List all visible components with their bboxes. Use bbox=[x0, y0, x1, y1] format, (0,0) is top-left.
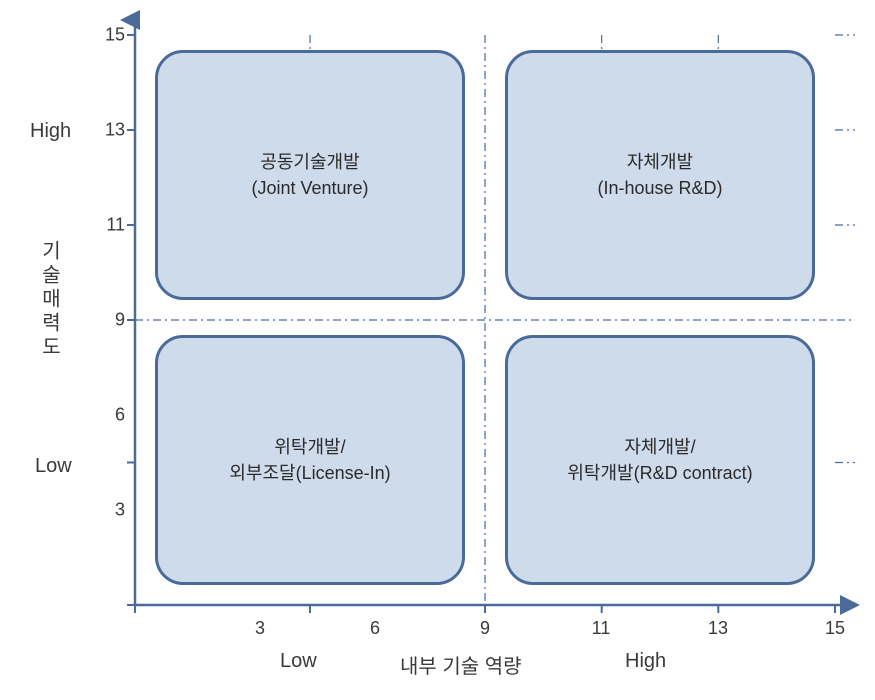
x-tick-label-6: 6 bbox=[370, 618, 380, 639]
y-high-label: High bbox=[30, 120, 71, 143]
x-low-label: Low bbox=[280, 650, 317, 673]
quadrant-top-left: 공동기술개발 (Joint Venture) bbox=[155, 50, 465, 300]
y-axis-title-text: 기술매력도 bbox=[35, 240, 63, 360]
y-tick-label-11: 11 bbox=[95, 215, 125, 236]
y-axis-title: 기술매력도 bbox=[35, 240, 59, 368]
y-tick-label-6: 6 bbox=[100, 405, 125, 426]
quad-label-line2: (Joint Venture) bbox=[251, 175, 368, 201]
quad-label-line1: 자체개발 bbox=[627, 149, 693, 175]
x-axis-title: 내부 기술 역량 bbox=[400, 650, 522, 679]
quad-label-line1: 공동기술개발 bbox=[260, 149, 359, 175]
y-low-label: Low bbox=[35, 455, 72, 478]
y-tick-label-13: 13 bbox=[95, 120, 125, 141]
x-tick-label-3: 3 bbox=[255, 618, 265, 639]
quadrant-bottom-left: 위탁개발/ 외부조달(License-In) bbox=[155, 335, 465, 585]
quad-label-line1: 위탁개발/ bbox=[274, 434, 345, 460]
y-tick-label-3: 3 bbox=[100, 500, 125, 521]
quadrant-chart: 공동기술개발 (Joint Venture) 자체개발 (In-house R&… bbox=[0, 10, 875, 700]
y-tick-label-15: 15 bbox=[95, 25, 125, 46]
x-tick-label-9: 9 bbox=[480, 618, 490, 639]
x-high-label: High bbox=[625, 650, 666, 673]
quadrant-top-right: 자체개발 (In-house R&D) bbox=[505, 50, 815, 300]
quad-label-line2: 위탁개발(R&D contract) bbox=[567, 460, 752, 486]
x-tick-label-11: 11 bbox=[592, 618, 611, 639]
x-tick-label-13: 13 bbox=[708, 618, 728, 639]
y-tick-label-9: 9 bbox=[100, 310, 125, 331]
quadrant-bottom-right: 자체개발/ 위탁개발(R&D contract) bbox=[505, 335, 815, 585]
quad-label-line2: (In-house R&D) bbox=[597, 175, 722, 201]
quad-label-line2: 외부조달(License-In) bbox=[229, 460, 390, 486]
quad-label-line1: 자체개발/ bbox=[624, 434, 695, 460]
x-tick-label-15: 15 bbox=[825, 618, 845, 639]
